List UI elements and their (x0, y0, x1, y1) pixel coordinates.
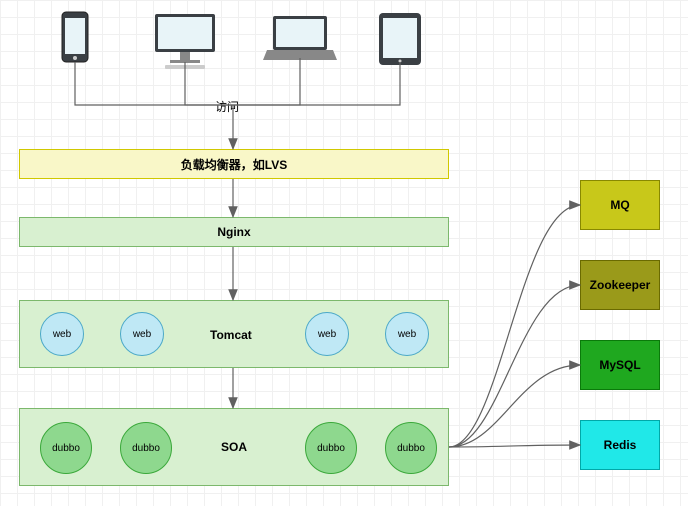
box-redis-label: Redis (604, 438, 637, 452)
arrow-soa-zk (449, 285, 580, 447)
arrow-soa-mysql (449, 365, 580, 447)
box-redis: Redis (580, 420, 660, 470)
circle-dubbo-label: dubbo (397, 443, 425, 454)
monitor-base-icon (170, 60, 200, 63)
circle-web-label: web (53, 329, 71, 340)
circle-dubbo-4: dubbo (385, 422, 437, 474)
box-mq: MQ (580, 180, 660, 230)
box-tomcat-label: Tomcat (210, 328, 252, 342)
circle-dubbo-label: dubbo (132, 443, 160, 454)
box-mq-label: MQ (610, 198, 629, 212)
circle-web-3: web (305, 312, 349, 356)
device-laptop (255, 10, 345, 70)
circle-web-4: web (385, 312, 429, 356)
tablet-screen-icon (383, 18, 417, 58)
circle-web-1: web (40, 312, 84, 356)
circle-web-label: web (318, 329, 336, 340)
box-lvs-label: 负载均衡器，如LVS (181, 156, 287, 173)
device-desktop (140, 10, 230, 70)
monitor-screen-icon (158, 17, 212, 49)
circle-dubbo-1: dubbo (40, 422, 92, 474)
circle-dubbo-2: dubbo (120, 422, 172, 474)
box-lvs: 负载均衡器，如LVS (19, 149, 449, 179)
tablet-button-icon (399, 60, 402, 63)
circle-dubbo-3: dubbo (305, 422, 357, 474)
arrow-soa-mq (449, 205, 580, 447)
box-soa-label: SOA (221, 440, 247, 454)
device-tablet (365, 10, 435, 70)
arrow-soa-redis (449, 445, 580, 447)
circle-dubbo-label: dubbo (317, 443, 345, 454)
circle-dubbo-label: dubbo (52, 443, 80, 454)
box-nginx: Nginx (19, 217, 449, 247)
circle-web-2: web (120, 312, 164, 356)
box-mysql: MySQL (580, 340, 660, 390)
circle-web-label: web (133, 329, 151, 340)
device-phone (40, 10, 110, 70)
box-mysql-label: MySQL (599, 358, 640, 372)
phone-button-icon (73, 56, 77, 60)
access-label: 访问 (215, 98, 239, 115)
monitor-stand-icon (180, 52, 190, 60)
laptop-screen-icon (276, 19, 324, 47)
phone-screen-icon (65, 18, 85, 54)
circle-web-label: web (398, 329, 416, 340)
box-nginx-label: Nginx (217, 225, 250, 239)
box-zookeeper: Zookeeper (580, 260, 660, 310)
box-zookeeper-label: Zookeeper (590, 278, 651, 292)
laptop-base-icon (263, 50, 337, 60)
keyboard-icon (165, 65, 205, 69)
